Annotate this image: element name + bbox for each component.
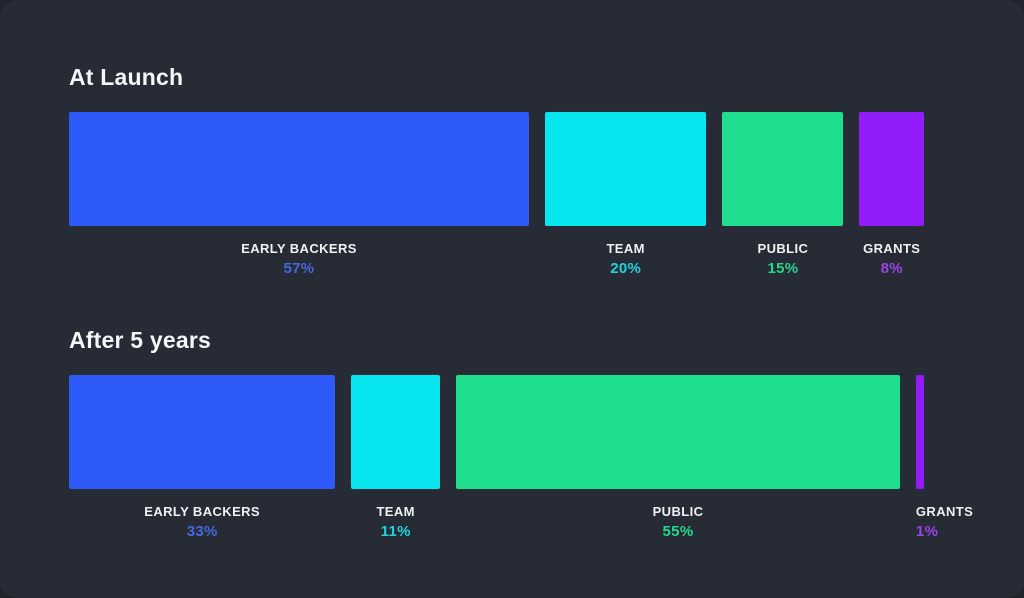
- bar-value-label: 11%: [380, 523, 411, 540]
- bar-column: TEAM 20%: [544, 112, 707, 278]
- bar-segment: [69, 375, 336, 489]
- bar-segment: [351, 375, 441, 489]
- bar-track-at-launch: EARLY BACKERS 57% TEAM 20% PUBLIC 15% GRANTS 8%: [69, 112, 924, 278]
- bar-category-label: GRANTS: [863, 241, 921, 256]
- bar-column: PUBLIC 15%: [722, 112, 844, 278]
- bar-segment: [915, 375, 924, 489]
- bar-category-label: PUBLIC: [652, 504, 704, 519]
- bar-category-label: TEAM: [376, 504, 415, 519]
- bar-column: EARLY BACKERS 57%: [69, 112, 529, 278]
- bar-category-label: EARLY BACKERS: [144, 504, 261, 519]
- section-title-after-5-years: After 5 years: [69, 327, 211, 353]
- bar-column: PUBLIC 55%: [456, 375, 900, 541]
- bar-column: GRANTS 8%: [859, 112, 924, 278]
- bar-value-label: 1%: [915, 523, 939, 540]
- section-title-at-launch: At Launch: [69, 64, 184, 90]
- bar-column: GRANTS 1%: [915, 375, 974, 541]
- bar-category-label: EARLY BACKERS: [241, 241, 357, 256]
- bar-segment: [722, 112, 844, 226]
- bar-column: TEAM 11%: [351, 375, 441, 541]
- section-at-launch: At Launch EARLY BACKERS 57% TEAM 20% PUBLIC 1…: [0, 63, 1024, 278]
- bar-category-label: TEAM: [606, 241, 645, 256]
- bar-value-label: 55%: [662, 523, 694, 540]
- bar-segment: [456, 375, 900, 489]
- bar-value-label: 20%: [610, 260, 642, 277]
- bar-category-label: GRANTS: [915, 504, 974, 519]
- bar-segment: [69, 112, 529, 226]
- section-after-5-years: After 5 years EARLY BACKERS 33% TEAM 11% PUB…: [0, 326, 1024, 541]
- bar-value-label: 57%: [283, 260, 315, 277]
- bar-segment: [859, 112, 924, 226]
- bar-column: EARLY BACKERS 33%: [69, 375, 336, 541]
- bar-segment: [544, 112, 707, 226]
- bar-category-label: PUBLIC: [757, 241, 809, 256]
- bar-value-label: 8%: [880, 260, 903, 277]
- bar-track-after-5-years: EARLY BACKERS 33% TEAM 11% PUBLIC 55% GRANTS 1%: [69, 375, 974, 541]
- bar-value-label: 15%: [767, 260, 799, 277]
- bar-value-label: 33%: [186, 523, 218, 540]
